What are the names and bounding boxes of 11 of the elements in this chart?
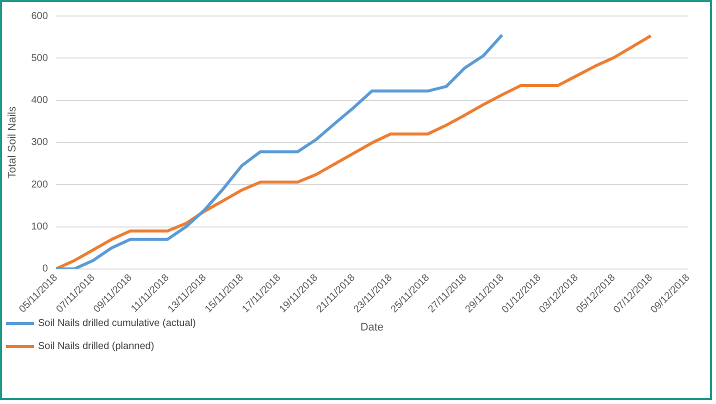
x-axis-title: Date <box>360 321 384 334</box>
y-tick-label: 400 <box>31 95 48 106</box>
y-tick-label: 500 <box>31 52 48 64</box>
y-tick-label: 200 <box>31 179 48 190</box>
y-tick-label: 600 <box>31 10 48 22</box>
y-tick-label: 300 <box>31 137 48 148</box>
legend-label: Soil Nails drilled (planned) <box>38 341 154 352</box>
y-tick-label: 0 <box>42 264 48 275</box>
y-axis-title: Total Soil Nails <box>6 106 19 179</box>
legend-label: Soil Nails drilled cumulative (actual) <box>38 318 196 329</box>
y-tick-label: 100 <box>31 222 48 233</box>
